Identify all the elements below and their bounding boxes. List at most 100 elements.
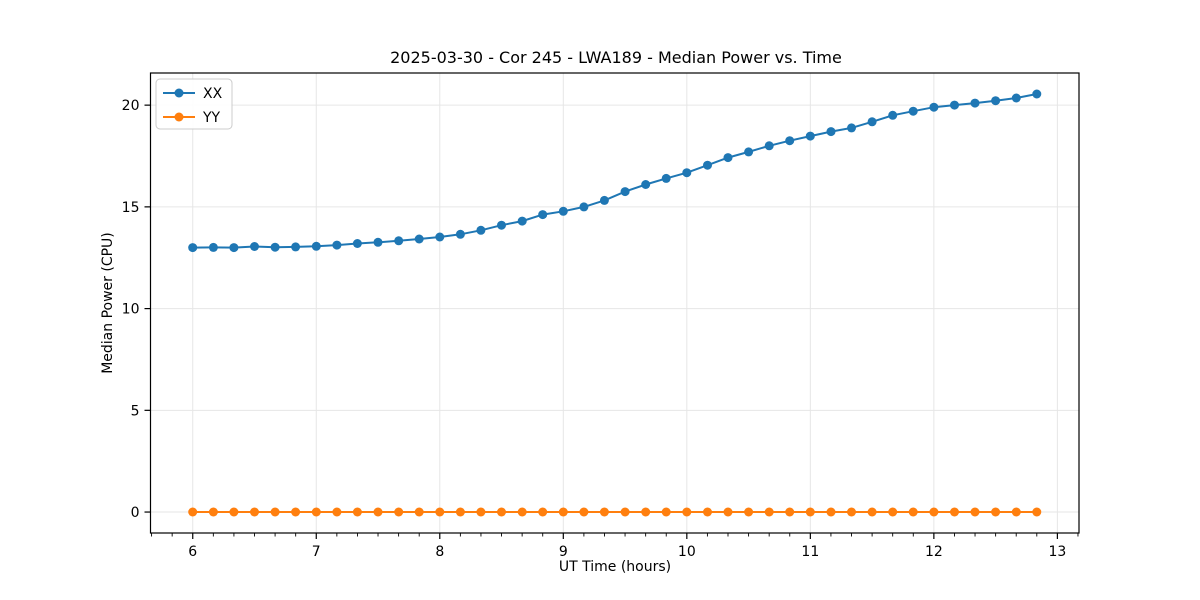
yy-series-marker — [373, 507, 383, 517]
yy-series-marker — [579, 507, 589, 517]
yy-series-marker — [352, 507, 362, 517]
x-tick-label: 9 — [559, 544, 568, 560]
legend-marker-sample — [174, 112, 184, 122]
xx-series-marker — [826, 127, 836, 137]
yy-series-marker — [805, 507, 815, 517]
yy-series-marker — [599, 507, 609, 517]
x-tick-label: 12 — [925, 544, 943, 560]
xx-series-marker — [641, 180, 651, 189]
xx-series-marker — [497, 220, 506, 230]
xx-series-marker — [867, 117, 877, 127]
xx-series-marker — [476, 225, 486, 235]
yy-series-marker — [703, 507, 712, 517]
xx-series-marker — [538, 210, 548, 220]
yy-series-marker — [229, 507, 239, 517]
xx-series-marker — [517, 216, 527, 226]
xx-series-marker — [703, 160, 712, 170]
x-tick-label: 8 — [435, 544, 444, 560]
xx-series-marker — [291, 242, 301, 252]
yy-series-marker — [250, 507, 259, 517]
x-tick-label: 6 — [188, 544, 197, 560]
yy-series-marker — [188, 507, 198, 517]
x-axis-label: UT Time (hours) — [559, 559, 671, 575]
xx-series-marker — [208, 242, 218, 252]
y-tick-label: 10 — [122, 302, 140, 318]
xx-series-marker — [558, 206, 568, 216]
xx-series-marker — [579, 202, 589, 212]
y-tick-label: 20 — [122, 98, 140, 114]
yy-series-marker — [867, 507, 877, 517]
xx-series-marker — [723, 153, 733, 163]
yy-series-marker — [929, 507, 939, 517]
yy-series-marker — [888, 507, 898, 517]
yy-series-marker — [291, 507, 301, 517]
yy-series-marker — [764, 507, 774, 517]
yy-series-marker — [455, 507, 465, 517]
xx-series-marker — [311, 241, 321, 251]
yy-series-marker — [414, 507, 424, 517]
plot-border — [149, 72, 1080, 534]
xx-series-marker — [620, 187, 630, 197]
x-tick-label: 7 — [312, 544, 321, 560]
xx-series-marker — [847, 123, 856, 133]
yy-series-marker — [394, 507, 404, 517]
xx-series-marker — [1011, 93, 1021, 103]
yy-series-marker — [744, 507, 754, 517]
axes-layer: 6 7 8 9 10 11 12 13 0 5 10 15 20 — [122, 72, 1080, 560]
xx-series-marker — [1032, 89, 1042, 99]
yy-series-marker — [620, 507, 630, 517]
xx-series-marker — [785, 136, 795, 146]
xx-series-marker — [599, 195, 609, 205]
y-tick-label: 15 — [122, 200, 140, 216]
xx-series-marker — [991, 96, 1001, 106]
xx-series-marker — [332, 240, 342, 250]
xx-series-marker — [929, 102, 939, 112]
yy-series-marker — [270, 507, 280, 517]
yy-series-marker — [991, 507, 1001, 517]
yy-series-marker — [1011, 507, 1021, 517]
xx-series-marker — [394, 236, 404, 246]
xx-series-marker — [414, 234, 424, 244]
legend: XX YY — [155, 78, 233, 130]
xx-series-marker — [744, 147, 754, 157]
series-layer — [188, 89, 1042, 517]
xx-series-marker — [188, 243, 198, 253]
yy-series-marker — [558, 507, 568, 517]
x-tick-label: 10 — [678, 544, 696, 560]
legend-label: YY — [202, 110, 221, 126]
grid-layer — [150, 73, 1079, 533]
yy-series-marker — [661, 507, 671, 517]
yy-series-marker — [950, 507, 959, 517]
yy-series-marker — [538, 507, 548, 517]
xx-series-marker — [250, 242, 259, 251]
xx-series-marker — [682, 168, 692, 178]
x-tick-label: 11 — [801, 544, 819, 560]
xx-series-marker — [950, 100, 959, 110]
chart-title: 2025-03-30 - Cor 245 - LWA189 - Median P… — [390, 48, 842, 67]
xx-series-marker — [352, 239, 362, 248]
legend-item-yy: YY — [163, 110, 221, 126]
yy-series-marker — [517, 507, 527, 517]
yy-series-marker — [332, 507, 342, 517]
xx-series-marker — [970, 98, 980, 108]
xx-series-marker — [373, 237, 383, 247]
yy-series-marker — [1032, 507, 1042, 517]
x-tick-label: 13 — [1048, 544, 1066, 560]
xx-series-marker — [661, 173, 671, 183]
xx-series-marker — [455, 229, 465, 239]
xx-series-marker — [270, 242, 280, 252]
xx-series-marker — [435, 232, 445, 242]
y-tick-label: 5 — [131, 403, 140, 419]
yy-series-marker — [908, 507, 918, 517]
yy-series-marker — [497, 507, 506, 517]
yy-series-marker — [723, 507, 733, 517]
legend-label: XX — [203, 86, 223, 102]
xx-series-marker — [764, 141, 774, 151]
xx-series-line — [192, 93, 1037, 249]
yy-series-marker — [311, 507, 321, 517]
xx-series-marker — [229, 243, 239, 253]
legend-marker-sample — [174, 88, 184, 98]
yy-series-marker — [208, 507, 218, 517]
yy-series-marker — [641, 507, 651, 517]
yy-series-marker — [682, 507, 692, 517]
